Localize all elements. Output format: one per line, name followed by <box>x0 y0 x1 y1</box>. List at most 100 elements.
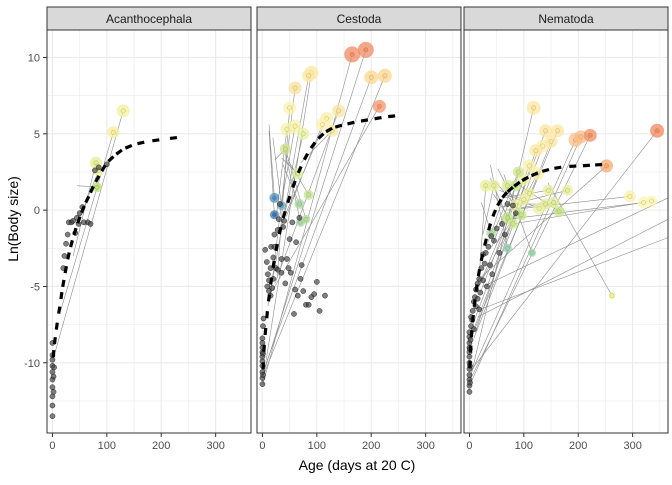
data-point <box>279 256 284 261</box>
adult-point-core <box>549 139 553 143</box>
adult-point-core <box>272 196 276 200</box>
x-tick-label: 300 <box>206 440 224 452</box>
x-tick-label: 200 <box>569 440 587 452</box>
trend-dash <box>478 269 479 276</box>
adult-point-core <box>655 129 659 133</box>
data-point <box>510 203 515 208</box>
data-point <box>298 276 303 281</box>
adult-point-core <box>546 188 550 192</box>
data-point <box>467 372 472 377</box>
adult-point-core <box>543 202 547 206</box>
x-tick-label: 100 <box>308 440 326 452</box>
trend-dash <box>502 192 507 197</box>
trend-dash <box>59 307 60 314</box>
data-point <box>489 233 494 238</box>
data-point <box>497 250 502 255</box>
data-point <box>260 336 265 341</box>
trend-dash <box>90 186 93 192</box>
data-point <box>499 221 504 226</box>
facet-strip-label: Acanthocephala <box>106 12 192 26</box>
data-point <box>301 288 306 293</box>
data-point <box>283 281 288 286</box>
adult-point-core <box>537 206 541 210</box>
x-tick-label: 100 <box>98 440 116 452</box>
data-point <box>470 308 475 313</box>
data-point <box>490 272 495 277</box>
connector-lines <box>263 50 385 384</box>
trend-dash <box>137 142 144 144</box>
trend-dash <box>86 196 89 202</box>
trend-dash <box>335 125 342 127</box>
trend-dash <box>74 228 76 235</box>
adult-point-core <box>565 188 569 192</box>
adult-point-core <box>95 185 99 189</box>
adult-point-core <box>293 124 297 128</box>
trend-dash <box>54 337 55 344</box>
adult-point-core <box>519 213 523 217</box>
adult-point-core <box>527 164 531 168</box>
data-point <box>290 220 295 225</box>
adult-point-core <box>557 209 561 213</box>
trend-dash <box>476 285 477 292</box>
data-point <box>467 380 472 385</box>
y-tick-label: 5 <box>34 129 40 141</box>
data-point <box>264 259 269 264</box>
trend-dash <box>102 165 106 171</box>
x-tick-label: 0 <box>466 440 472 452</box>
trend-dash <box>273 261 274 268</box>
data-point <box>88 221 93 226</box>
trend-dash <box>347 122 354 124</box>
data-point <box>272 232 277 237</box>
adult-point-core <box>377 104 381 108</box>
data-point <box>271 255 276 260</box>
data-point <box>65 232 70 237</box>
adult-point-core <box>505 216 509 220</box>
adult-point-core <box>649 199 653 203</box>
trend-dash <box>276 244 277 251</box>
data-point <box>468 337 473 342</box>
adult-point-core <box>505 184 509 188</box>
trend-dash <box>318 134 323 139</box>
trend-dash <box>271 278 272 285</box>
adult-point-core <box>336 109 340 113</box>
x-tick-label: 300 <box>623 440 641 452</box>
data-point <box>314 279 319 284</box>
connector-lines <box>53 111 123 360</box>
trend-dash <box>481 254 482 261</box>
data-point <box>299 262 304 267</box>
connector-lines <box>470 108 668 384</box>
grid <box>257 30 461 433</box>
data-point <box>312 291 317 296</box>
trend-dash <box>267 311 268 318</box>
adult-point-core <box>579 135 583 139</box>
data-point <box>50 385 55 390</box>
data-point <box>291 311 296 316</box>
data-point <box>277 201 282 206</box>
data-point <box>494 226 499 231</box>
trend-dash <box>375 118 382 119</box>
adult-point-core <box>383 74 387 78</box>
trend-dash <box>61 292 62 299</box>
trend-dash <box>125 145 131 148</box>
trend-dash <box>71 240 73 247</box>
y-tick-label: -5 <box>30 281 40 293</box>
data-point <box>295 293 300 298</box>
y-axis-label: Ln(Body size) <box>5 176 21 262</box>
adult-point-core <box>111 130 115 134</box>
data-point <box>50 414 55 419</box>
data-point <box>322 293 327 298</box>
facet-strip-label: Nematoda <box>538 12 594 26</box>
data-point <box>62 253 67 258</box>
data-point <box>276 217 281 222</box>
data-point <box>488 262 493 267</box>
trend-dash <box>116 150 122 154</box>
trend-dash <box>361 120 368 121</box>
adult-point-core <box>320 122 324 126</box>
trend-dash <box>554 167 561 168</box>
x-tick-label: 200 <box>362 440 380 452</box>
trend-dash <box>269 294 270 301</box>
trend-dash <box>53 350 54 357</box>
trend-dash <box>56 323 57 330</box>
